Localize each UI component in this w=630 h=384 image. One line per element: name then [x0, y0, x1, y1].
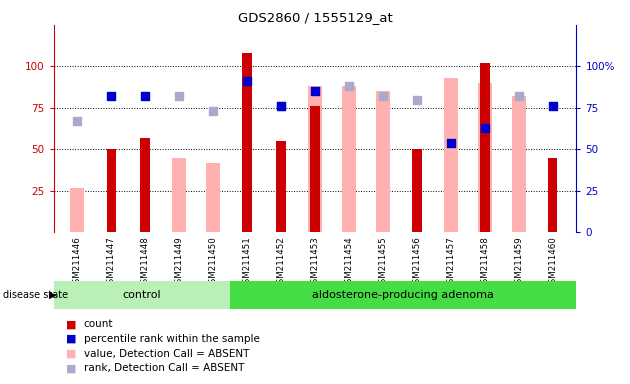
- Text: control: control: [122, 290, 161, 300]
- Point: [378, 93, 388, 99]
- Text: ■: ■: [66, 319, 77, 329]
- Text: GSM211450: GSM211450: [209, 236, 217, 289]
- Text: rank, Detection Call = ABSENT: rank, Detection Call = ABSENT: [84, 363, 244, 373]
- Text: GSM211460: GSM211460: [548, 236, 557, 289]
- Text: GSM211457: GSM211457: [446, 236, 455, 289]
- Text: GSM211458: GSM211458: [480, 236, 490, 289]
- Text: ▶: ▶: [49, 290, 57, 300]
- Point: [276, 103, 286, 109]
- Point: [140, 93, 151, 99]
- Bar: [243, 53, 252, 232]
- Title: GDS2860 / 1555129_at: GDS2860 / 1555129_at: [238, 11, 392, 24]
- Bar: [375, 91, 390, 232]
- Point: [513, 93, 524, 99]
- Text: GSM211454: GSM211454: [345, 236, 353, 289]
- Text: GSM211453: GSM211453: [311, 236, 319, 289]
- Point: [479, 125, 490, 131]
- Bar: [444, 78, 458, 232]
- Text: GSM211446: GSM211446: [73, 236, 82, 289]
- Bar: [412, 149, 421, 232]
- Bar: [70, 187, 84, 232]
- Text: GSM211456: GSM211456: [413, 236, 421, 289]
- Bar: [54, 281, 230, 309]
- Point: [310, 88, 320, 94]
- Text: aldosterone-producing adenoma: aldosterone-producing adenoma: [312, 290, 494, 300]
- Text: ■: ■: [66, 334, 77, 344]
- Point: [276, 103, 286, 109]
- Text: GSM211448: GSM211448: [140, 236, 150, 289]
- Bar: [548, 158, 558, 232]
- Text: GSM211452: GSM211452: [277, 236, 285, 289]
- Bar: [172, 158, 186, 232]
- Bar: [342, 86, 356, 232]
- Point: [174, 93, 184, 99]
- Text: value, Detection Call = ABSENT: value, Detection Call = ABSENT: [84, 349, 249, 359]
- Text: GSM211447: GSM211447: [106, 236, 116, 289]
- Point: [208, 108, 218, 114]
- Text: GSM211459: GSM211459: [514, 236, 524, 289]
- Text: disease state: disease state: [3, 290, 68, 300]
- Text: GSM211449: GSM211449: [175, 236, 184, 289]
- Text: ■: ■: [66, 363, 77, 373]
- Point: [547, 103, 558, 109]
- Bar: [277, 141, 286, 232]
- Text: count: count: [84, 319, 113, 329]
- Bar: [308, 86, 322, 232]
- Point: [412, 96, 422, 103]
- Bar: [512, 96, 526, 232]
- Point: [106, 93, 117, 99]
- Text: percentile rank within the sample: percentile rank within the sample: [84, 334, 260, 344]
- Text: GSM211451: GSM211451: [243, 236, 251, 289]
- Point: [344, 83, 354, 89]
- Point: [242, 78, 252, 84]
- Bar: [478, 83, 492, 232]
- Bar: [310, 106, 320, 232]
- Point: [72, 118, 83, 124]
- Bar: [480, 63, 490, 232]
- Bar: [206, 163, 220, 232]
- Text: ■: ■: [66, 349, 77, 359]
- Point: [446, 140, 456, 146]
- Bar: [230, 281, 576, 309]
- Text: GSM211455: GSM211455: [379, 236, 387, 289]
- Bar: [106, 149, 116, 232]
- Bar: [140, 138, 150, 232]
